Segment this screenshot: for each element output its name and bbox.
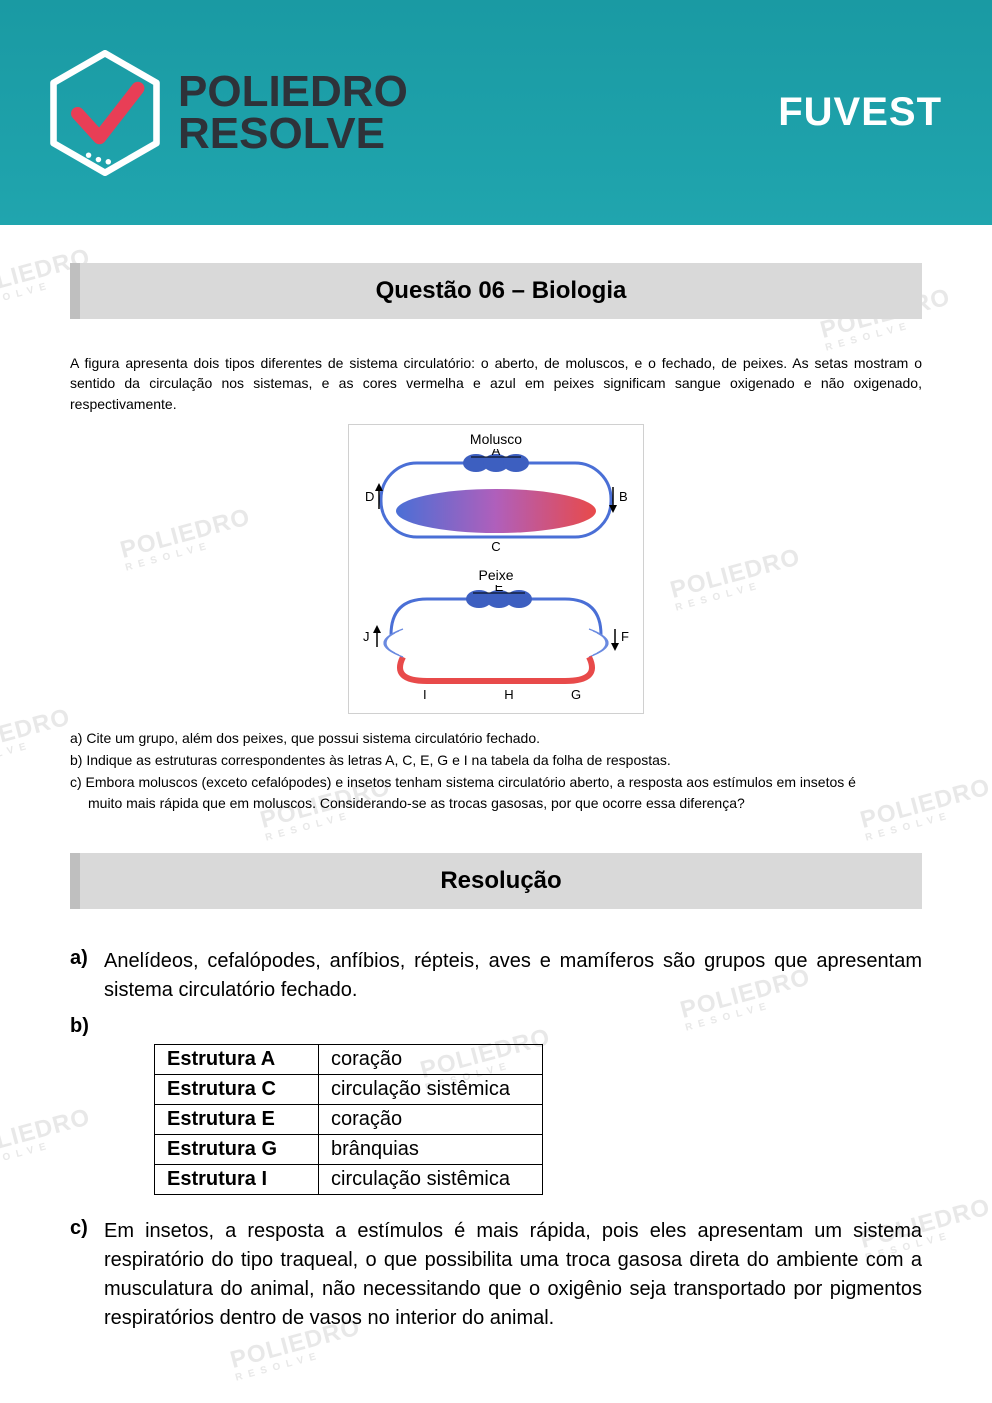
diagram-letter-C: C	[491, 539, 500, 554]
answer-c-label: c)	[70, 1217, 104, 1333]
brand-text: POLIEDRO RESOLVE	[178, 71, 408, 155]
question-item-a: a) Cite um grupo, além dos peixes, que p…	[70, 728, 922, 748]
answer-a-text: Anelídeos, cefalópodes, anfíbios, réptei…	[104, 947, 922, 1005]
brand-logo: POLIEDRO RESOLVE	[50, 50, 408, 176]
question-title: Questão 06 – Biologia	[70, 263, 922, 319]
molusco-diagram-svg: A B C D	[361, 449, 631, 559]
diagram-letter-J: J	[363, 629, 370, 644]
answer-b: b)	[70, 1015, 922, 1038]
answer-a-label: a)	[70, 947, 104, 1005]
circulatory-diagram: Molusco A	[348, 424, 644, 714]
diagram-label-peixe: Peixe	[361, 567, 631, 583]
page-header: POLIEDRO RESOLVE FUVEST	[0, 0, 992, 225]
answer-a: a) Anelídeos, cefalópodes, anfíbios, rép…	[70, 947, 922, 1005]
table-row: Estrutura Acoração	[155, 1045, 543, 1075]
diagram-letter-I: I	[423, 687, 427, 702]
page-content: Questão 06 – Biologia A figura apresenta…	[0, 225, 992, 1383]
question-subitems: a) Cite um grupo, além dos peixes, que p…	[70, 728, 922, 813]
answer-c: c) Em insetos, a resposta a estímulos é …	[70, 1217, 922, 1333]
diagram-letter-B: B	[619, 489, 628, 504]
question-item-c-line1: c) Embora moluscos (exceto cefalópodes) …	[70, 774, 856, 790]
resolution-title: Resolução	[70, 853, 922, 909]
table-row: Estrutura Icirculação sistêmica	[155, 1165, 543, 1195]
exam-name: FUVEST	[778, 90, 942, 135]
diagram-label-molusco: Molusco	[361, 431, 631, 447]
peixe-diagram-svg: E F G H I J	[361, 585, 631, 705]
diagram-letter-D: D	[365, 489, 374, 504]
brand-line2: RESOLVE	[178, 113, 408, 155]
brand-line1: POLIEDRO	[178, 71, 408, 113]
table-row: Estrutura Gbrânquias	[155, 1135, 543, 1165]
structure-table: Estrutura Acoração Estrutura Ccirculação…	[154, 1044, 543, 1195]
table-row: Estrutura Ecoração	[155, 1105, 543, 1135]
answer-b-label: b)	[70, 1015, 104, 1038]
resolution-body: a) Anelídeos, cefalópodes, anfíbios, rép…	[70, 947, 922, 1333]
diagram-letter-H: H	[504, 687, 513, 702]
question-item-c: c) Embora moluscos (exceto cefalópodes) …	[70, 772, 922, 813]
question-item-b: b) Indique as estruturas correspondentes…	[70, 750, 922, 770]
question-intro: A figura apresenta dois tipos diferentes…	[70, 353, 922, 414]
diagram-letter-F: F	[621, 629, 629, 644]
checkmark-hexagon-icon	[50, 50, 160, 176]
answer-c-text: Em insetos, a resposta a estímulos é mai…	[104, 1217, 922, 1333]
table-row: Estrutura Ccirculação sistêmica	[155, 1075, 543, 1105]
question-item-c-line2: muito mais rápida que em moluscos. Consi…	[70, 793, 922, 813]
diagram-letter-G: G	[571, 687, 581, 702]
